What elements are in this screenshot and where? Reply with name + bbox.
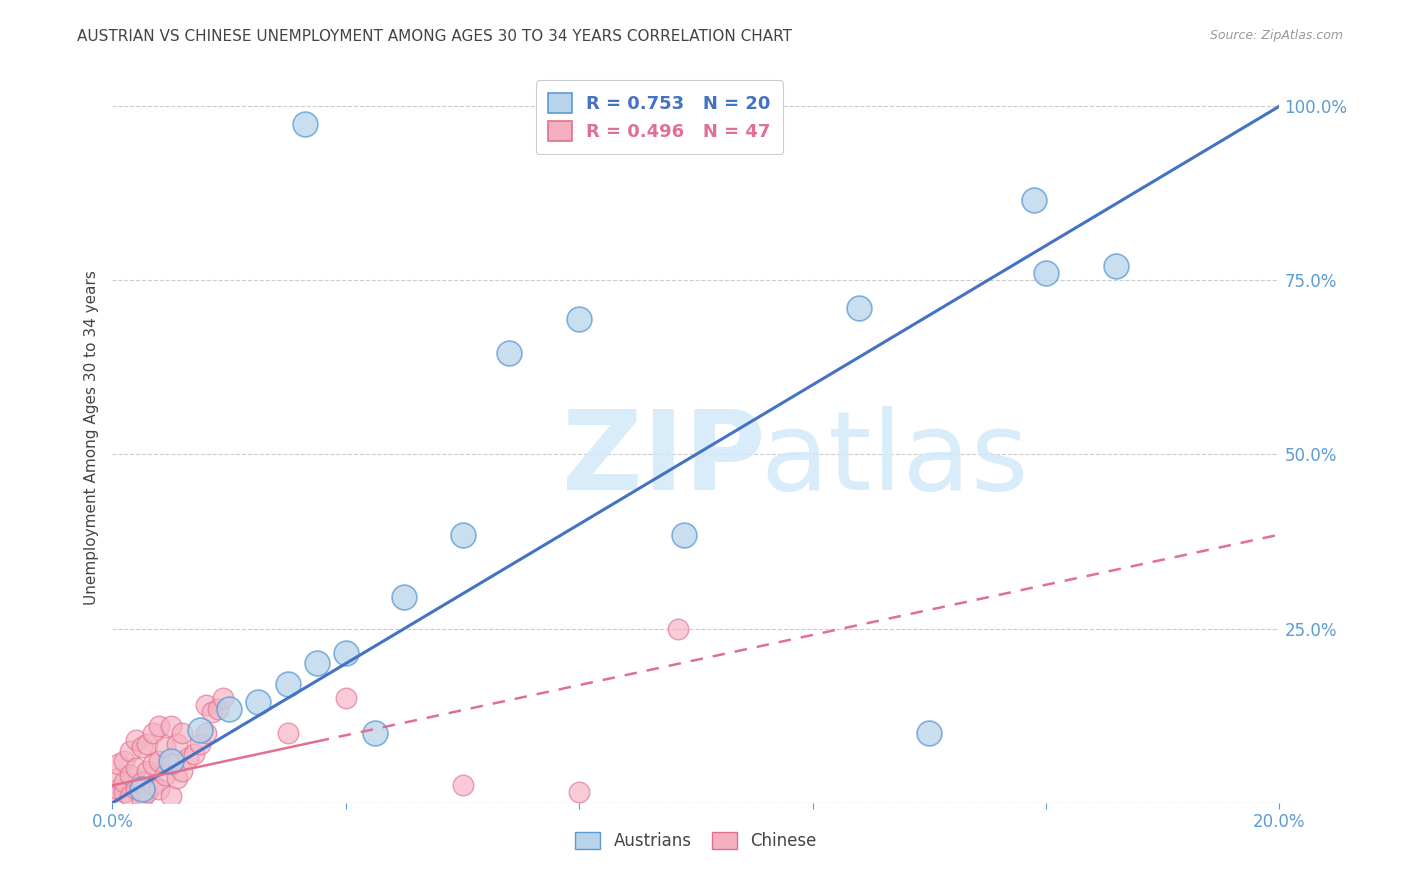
Point: [568, 785, 591, 799]
Point: [194, 698, 217, 713]
Point: [112, 775, 135, 789]
Point: [668, 622, 690, 636]
Point: [194, 726, 217, 740]
Point: [125, 781, 148, 796]
Point: [305, 657, 328, 671]
Point: [172, 764, 194, 779]
Point: [1024, 193, 1046, 207]
Point: [183, 747, 205, 761]
Point: [125, 733, 148, 747]
Point: [177, 750, 200, 764]
Point: [451, 778, 474, 792]
Point: [166, 737, 188, 751]
Point: [451, 527, 474, 541]
Point: [125, 761, 148, 775]
Point: [131, 775, 153, 789]
Point: [1035, 266, 1057, 280]
Point: [276, 677, 298, 691]
Point: [131, 792, 153, 806]
Point: [112, 785, 135, 799]
Point: [148, 754, 170, 768]
Point: [160, 719, 183, 733]
Point: [207, 702, 229, 716]
Point: [153, 740, 176, 755]
Point: [118, 789, 141, 803]
Point: [188, 723, 211, 737]
Point: [112, 754, 135, 768]
Point: [160, 754, 183, 768]
Point: [118, 743, 141, 757]
Legend: Austrians, Chinese: Austrians, Chinese: [569, 825, 823, 856]
Point: [218, 702, 240, 716]
Point: [201, 705, 224, 719]
Point: [142, 757, 165, 772]
Text: atlas: atlas: [761, 406, 1029, 513]
Point: [673, 527, 696, 541]
Point: [160, 789, 183, 803]
Point: [142, 726, 165, 740]
Point: [394, 591, 416, 605]
Point: [568, 311, 591, 326]
Point: [848, 301, 870, 316]
Point: [364, 726, 387, 740]
Point: [136, 764, 159, 779]
Point: [136, 785, 159, 799]
Text: ZIP: ZIP: [562, 406, 765, 513]
Point: [918, 726, 941, 740]
Point: [188, 737, 211, 751]
Point: [148, 781, 170, 796]
Point: [335, 646, 357, 660]
Point: [160, 757, 183, 772]
Text: AUSTRIAN VS CHINESE UNEMPLOYMENT AMONG AGES 30 TO 34 YEARS CORRELATION CHART: AUSTRIAN VS CHINESE UNEMPLOYMENT AMONG A…: [77, 29, 793, 45]
Point: [335, 691, 357, 706]
Point: [276, 726, 298, 740]
Point: [136, 737, 159, 751]
Point: [107, 757, 129, 772]
Point: [148, 719, 170, 733]
Point: [107, 772, 129, 786]
Point: [153, 768, 176, 782]
Point: [294, 117, 316, 131]
Point: [1105, 260, 1128, 274]
Text: Source: ZipAtlas.com: Source: ZipAtlas.com: [1209, 29, 1343, 43]
Point: [247, 695, 270, 709]
Point: [131, 740, 153, 755]
Point: [118, 768, 141, 782]
Point: [498, 346, 520, 360]
Point: [142, 778, 165, 792]
Y-axis label: Unemployment Among Ages 30 to 34 years: Unemployment Among Ages 30 to 34 years: [83, 269, 98, 605]
Point: [212, 691, 235, 706]
Point: [107, 781, 129, 796]
Point: [101, 785, 124, 799]
Point: [166, 772, 188, 786]
Point: [131, 781, 153, 796]
Point: [172, 726, 194, 740]
